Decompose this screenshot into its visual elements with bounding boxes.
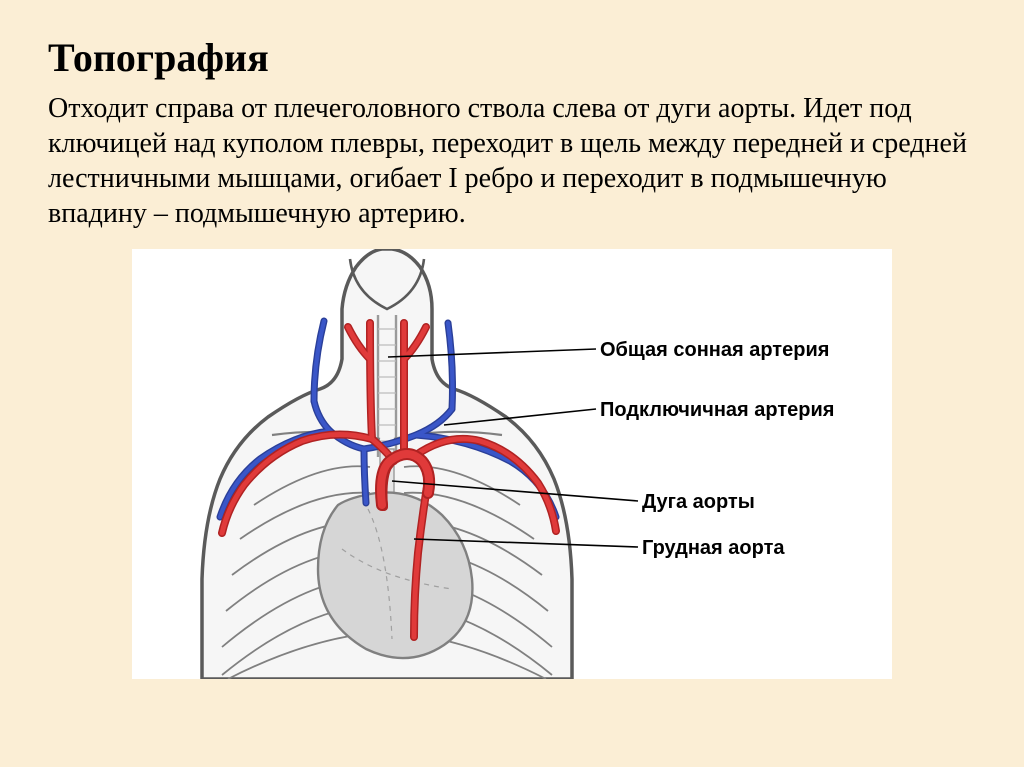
anatomy-svg [132, 249, 892, 679]
label-arch: Дуга аорты [642, 491, 755, 514]
label-thoracic: Грудная аорта [642, 537, 785, 560]
label-carotid: Общая сонная артерия [600, 339, 829, 362]
label-subclavian: Подключичная артерия [600, 399, 834, 422]
page-title: Топография [48, 34, 976, 81]
body-text: Отходит справа от плечеголовного ствола … [48, 91, 976, 231]
figure-container: Общая сонная артерия Подключичная артери… [48, 249, 976, 679]
slide: Топография Отходит справа от плечеголовн… [0, 0, 1024, 679]
anatomy-figure: Общая сонная артерия Подключичная артери… [132, 249, 892, 679]
